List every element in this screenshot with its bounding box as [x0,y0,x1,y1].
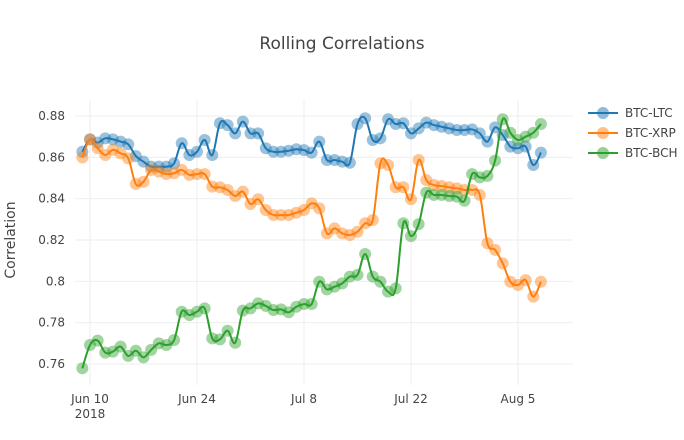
x-tick-label: Jun 10 [70,392,109,406]
y-axis-label: Correlation [3,201,19,278]
series-btc-ltc [76,112,547,173]
series-line [81,117,542,369]
y-tick-label: 0.78 [38,316,65,330]
y-tick-label: 0.76 [38,357,65,371]
series-line [81,138,542,298]
legend-marker [597,147,609,159]
legend-item-btc-xrp[interactable]: BTC-XRP [588,126,676,140]
y-tick-label: 0.86 [38,150,65,164]
series-btc-bch [76,113,547,375]
legend-item-btc-bch[interactable]: BTC-BCH [588,146,678,160]
x-axis-ticks: Jun 10 Jun 24 Jul 8 Jul 22 Aug 5 [70,392,535,406]
y-tick-label: 0.88 [38,109,65,123]
series-line [81,115,542,169]
legend-item-btc-ltc[interactable]: BTC-LTC [588,106,673,120]
legend-label: BTC-LTC [625,106,673,120]
y-tick-label: 0.84 [38,192,65,206]
x-tick-label: Jun 24 [177,392,216,406]
legend-label: BTC-XRP [625,126,676,140]
legend-marker [597,107,609,119]
series-btc-xrp [76,133,547,303]
y-tick-label: 0.82 [38,233,65,247]
x-tick-label: Jul 22 [393,392,428,406]
y-tick-label: 0.8 [46,274,65,288]
legend-label: BTC-BCH [625,146,678,160]
x-tick-year-label: 2018 [75,407,106,421]
x-tick-label: Aug 5 [501,392,536,406]
chart-title: Rolling Correlations [259,34,424,54]
y-axis-ticks: 0.76 0.78 0.8 0.82 0.84 0.86 0.88 [38,109,65,371]
series-group [76,112,547,375]
legend-marker [597,127,609,139]
legend: BTC-LTC BTC-XRP BTC-BCH [588,106,678,160]
x-tick-label: Jul 8 [290,392,317,406]
